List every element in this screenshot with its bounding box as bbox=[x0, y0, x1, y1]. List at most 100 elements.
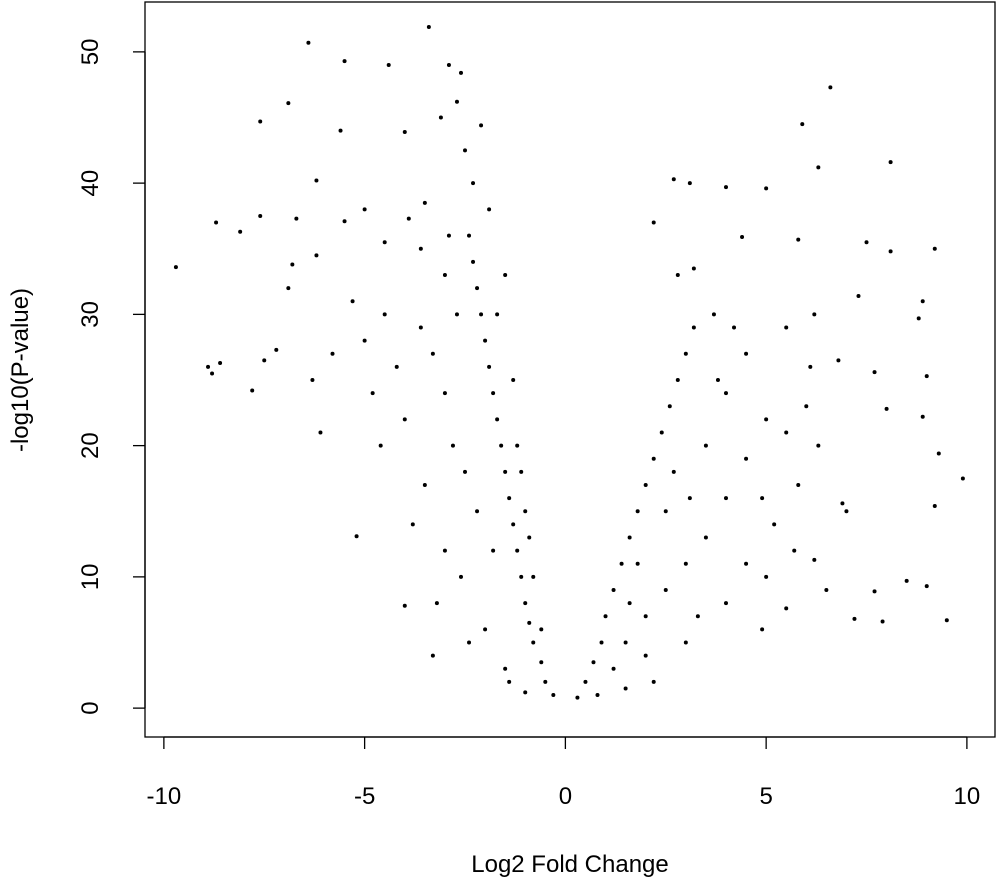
x-tick-label: 10 bbox=[954, 783, 981, 810]
point bbox=[595, 693, 600, 697]
point bbox=[816, 165, 821, 170]
point bbox=[816, 443, 821, 448]
point bbox=[619, 561, 624, 566]
point bbox=[430, 351, 435, 356]
point bbox=[715, 378, 720, 382]
point bbox=[543, 679, 548, 684]
point bbox=[467, 233, 472, 238]
point bbox=[422, 200, 427, 205]
point bbox=[916, 316, 921, 321]
point bbox=[330, 351, 335, 356]
point bbox=[744, 561, 749, 566]
point bbox=[691, 266, 696, 271]
point bbox=[627, 535, 632, 540]
point bbox=[495, 417, 500, 422]
point bbox=[643, 653, 648, 658]
point bbox=[503, 666, 508, 671]
point bbox=[206, 364, 211, 369]
point bbox=[924, 584, 929, 589]
point bbox=[888, 249, 893, 254]
point bbox=[418, 246, 423, 251]
point bbox=[627, 601, 632, 606]
point bbox=[402, 417, 407, 422]
point bbox=[507, 496, 512, 501]
point bbox=[920, 299, 925, 304]
point bbox=[527, 535, 532, 540]
point bbox=[362, 338, 367, 343]
point bbox=[764, 186, 769, 191]
point bbox=[760, 496, 765, 501]
point bbox=[402, 603, 407, 608]
point bbox=[828, 85, 833, 90]
point bbox=[515, 548, 520, 553]
point bbox=[764, 417, 769, 422]
point bbox=[924, 374, 929, 379]
point bbox=[623, 640, 628, 645]
point bbox=[458, 70, 463, 75]
point bbox=[406, 216, 411, 221]
point bbox=[575, 695, 580, 700]
point bbox=[651, 456, 656, 461]
point bbox=[503, 273, 508, 277]
point bbox=[306, 40, 311, 45]
point bbox=[603, 614, 608, 619]
point bbox=[695, 614, 700, 619]
point bbox=[744, 456, 749, 461]
point bbox=[772, 522, 777, 527]
point bbox=[454, 99, 459, 104]
point bbox=[635, 561, 640, 566]
point bbox=[491, 391, 496, 396]
point bbox=[471, 181, 476, 186]
point bbox=[483, 627, 488, 632]
x-tick-label: -5 bbox=[354, 783, 375, 810]
y-tick-label: 20 bbox=[77, 432, 104, 459]
point bbox=[723, 496, 728, 501]
point bbox=[800, 122, 805, 127]
point bbox=[764, 574, 769, 579]
point bbox=[723, 601, 728, 606]
point bbox=[290, 262, 295, 267]
point bbox=[250, 388, 255, 393]
point bbox=[354, 534, 359, 539]
point bbox=[342, 219, 347, 224]
point bbox=[671, 469, 676, 474]
point bbox=[812, 312, 817, 317]
point bbox=[479, 312, 484, 317]
y-tick-label: 0 bbox=[77, 701, 104, 714]
point bbox=[920, 414, 925, 419]
point bbox=[286, 286, 291, 291]
point bbox=[511, 378, 516, 382]
point bbox=[732, 325, 737, 330]
point bbox=[583, 679, 588, 684]
point bbox=[342, 59, 347, 64]
point bbox=[507, 679, 512, 684]
point bbox=[463, 469, 468, 474]
point bbox=[856, 294, 861, 298]
point bbox=[503, 469, 508, 474]
point bbox=[479, 123, 484, 128]
point bbox=[667, 404, 672, 409]
point bbox=[386, 63, 391, 67]
x-axis-label: Log2 Fold Change bbox=[471, 851, 668, 878]
y-tick-label: 40 bbox=[77, 170, 104, 197]
point bbox=[446, 233, 451, 238]
point bbox=[422, 483, 427, 487]
point bbox=[740, 234, 745, 239]
point bbox=[286, 101, 291, 106]
point bbox=[784, 325, 789, 330]
point bbox=[467, 640, 472, 645]
point bbox=[318, 430, 323, 435]
point bbox=[599, 640, 604, 645]
point bbox=[442, 548, 447, 553]
point bbox=[687, 181, 692, 186]
point bbox=[611, 666, 616, 671]
point bbox=[458, 574, 463, 579]
point bbox=[703, 535, 708, 540]
point bbox=[539, 627, 544, 632]
point bbox=[683, 351, 688, 356]
point bbox=[852, 616, 857, 621]
point bbox=[442, 391, 447, 396]
point bbox=[643, 614, 648, 619]
point bbox=[258, 213, 263, 218]
